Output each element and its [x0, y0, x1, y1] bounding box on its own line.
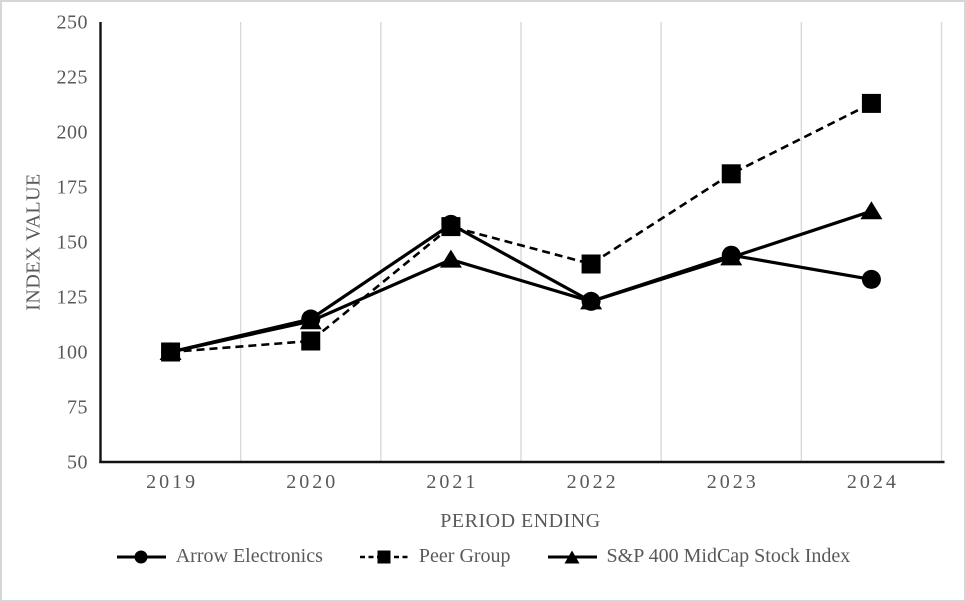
y-tick-label: 50 — [67, 452, 88, 474]
y-tick-label: 125 — [57, 287, 89, 309]
legend-item-arrow-electronics: Arrow Electronics — [116, 545, 323, 568]
series-line-triangle — [170, 209, 872, 354]
square-marker-icon — [359, 550, 409, 563]
series-line-circle — [170, 222, 872, 354]
data-point-triangle — [860, 201, 883, 220]
data-point-square — [721, 164, 741, 184]
y-tick-label: 250 — [57, 12, 89, 34]
legend-label: Arrow Electronics — [175, 545, 323, 567]
y-axis-title: INDEX VALUE — [22, 173, 45, 311]
data-point-square — [581, 254, 601, 274]
series-line-square — [170, 102, 873, 354]
legend-item-sp400-midcap: S&P 400 MidCap Stock Index — [547, 545, 851, 568]
circle-marker-icon — [116, 550, 166, 563]
data-point-square — [861, 93, 881, 113]
triangle-marker-icon — [547, 550, 597, 563]
data-point-square — [301, 331, 321, 351]
x-axis-title: PERIOD ENDING — [440, 510, 601, 532]
legend-label: Peer Group — [418, 545, 511, 567]
y-tick-label: 175 — [57, 177, 89, 199]
y-tick-label: 150 — [57, 232, 89, 254]
x-tick-label: 2020 — [286, 471, 338, 493]
y-tick-label: 75 — [67, 397, 88, 419]
data-point-square — [161, 342, 181, 362]
data-point-circle — [301, 309, 321, 329]
y-tick-label: 225 — [57, 67, 89, 89]
data-point-circle — [721, 245, 741, 265]
legend-label: S&P 400 MidCap Stock Index — [606, 545, 851, 567]
y-tick-label: 200 — [57, 122, 89, 144]
data-point-triangle — [439, 249, 462, 268]
data-point-circle — [581, 291, 601, 311]
x-tick-label: 2024 — [847, 471, 899, 493]
data-point-circle — [861, 269, 881, 289]
x-tick-label: 2022 — [567, 471, 619, 493]
legend-item-peer-group: Peer Group — [359, 545, 511, 568]
x-tick-label: 2023 — [707, 471, 759, 493]
x-tick-label: 2019 — [146, 471, 198, 493]
x-tick-label: 2021 — [426, 471, 478, 493]
y-tick-label: 100 — [57, 342, 89, 364]
data-point-square — [441, 217, 461, 237]
chart-legend: Arrow Electronics Peer Group S&P 400 Mid… — [0, 545, 966, 568]
